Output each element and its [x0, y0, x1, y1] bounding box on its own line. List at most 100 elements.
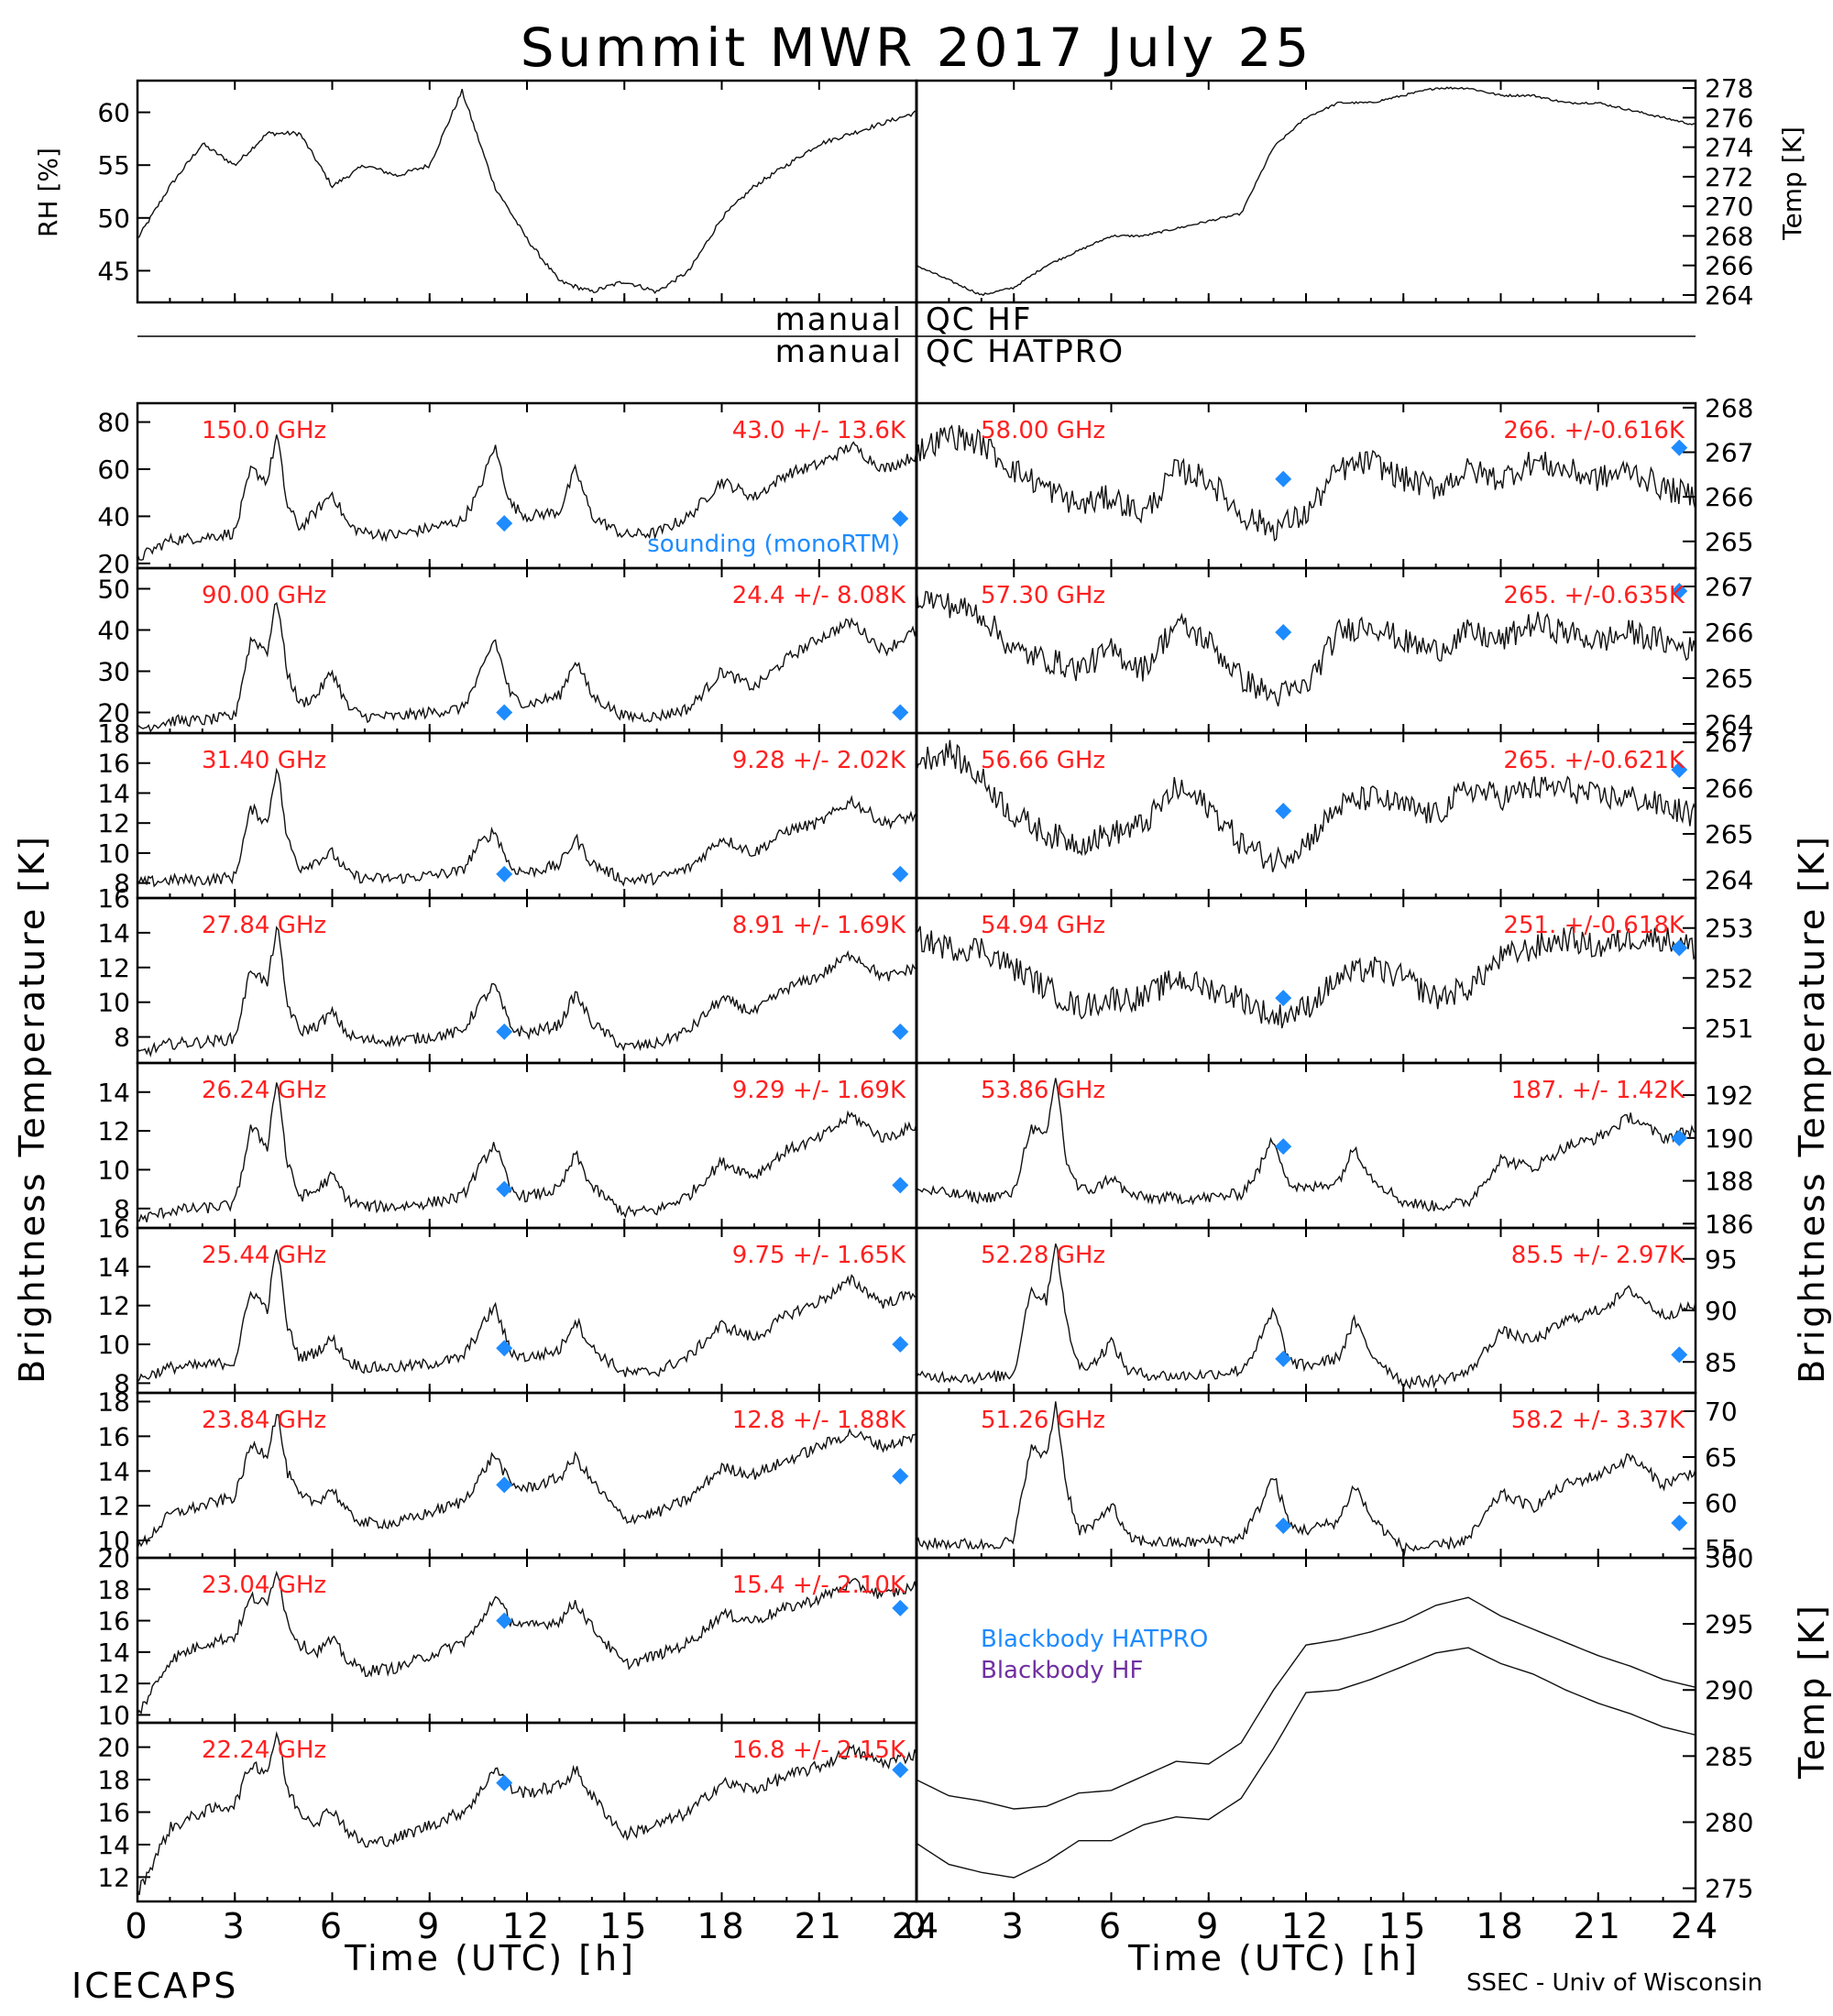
channel-label-r5: 52.28 GHz	[981, 1242, 1105, 1269]
channel-label-l5: 25.44 GHz	[202, 1242, 326, 1269]
ytick-label: 18	[97, 1765, 130, 1795]
ytick-label: 10	[97, 838, 130, 869]
ytick-label: 60	[97, 98, 130, 128]
ytick-label: 10	[97, 988, 130, 1018]
ytick-label: 272	[1705, 162, 1753, 192]
stats-label-l2: 9.28 +/- 2.02K	[732, 747, 906, 774]
temp-top-ylabel: Temp [K]	[1777, 126, 1807, 241]
series-l6	[137, 1414, 917, 1550]
legend-hatpro: Blackbody HATPRO	[981, 1626, 1208, 1653]
ytick-label: 40	[97, 501, 130, 531]
sounding-point	[1671, 583, 1688, 599]
ytick-label: 20	[97, 549, 130, 579]
sounding-point	[1275, 1138, 1292, 1156]
footer-ssec: SSEC - Univ of Wisconsin	[1466, 1969, 1762, 1997]
series-l5	[137, 1249, 917, 1383]
ytick-label: 264	[1705, 280, 1753, 311]
ytick-label: 8	[114, 1023, 130, 1053]
xtick-label-left: 15	[599, 1906, 649, 1946]
series-bb-1	[916, 1647, 1696, 1879]
series-r2	[916, 740, 1696, 872]
series-l0	[137, 434, 917, 561]
sounding-point	[1671, 1129, 1688, 1146]
channel-label-l4: 26.24 GHz	[202, 1077, 326, 1104]
ytick-label: 14	[97, 1830, 130, 1860]
stats-label-l7: 15.4 +/- 2.10K	[732, 1572, 906, 1599]
series-r1	[916, 586, 1696, 707]
ytick-label: 10	[97, 1155, 130, 1185]
ytick-label: 264	[1705, 865, 1753, 895]
ytick-label: 264	[1705, 709, 1753, 740]
ytick-label: 274	[1705, 133, 1753, 163]
ytick-label: 265	[1705, 663, 1753, 694]
xtick-label-right: 6	[1099, 1906, 1124, 1946]
ytick-label: 16	[97, 1421, 130, 1452]
panel-frame-temp	[915, 79, 1697, 304]
ytick-label: 55	[1705, 1534, 1738, 1564]
ytick-label: 12	[97, 953, 130, 983]
channel-label-l1: 90.00 GHz	[202, 582, 326, 609]
ytick-label: 50	[97, 575, 130, 605]
ytick-label: 190	[1705, 1123, 1753, 1154]
stats-label-l6: 12.8 +/- 1.88K	[732, 1407, 906, 1434]
sounding-point	[892, 1599, 909, 1616]
stats-label-l4: 9.29 +/- 1.69K	[732, 1077, 906, 1104]
legend-hf: Blackbody HF	[981, 1657, 1143, 1684]
ytick-label: 10	[97, 1700, 130, 1730]
xtick-label-right: 21	[1574, 1906, 1623, 1946]
xtick-label-left: 6	[320, 1906, 345, 1946]
ytick-label: 10	[97, 1526, 130, 1556]
ytick-label: 265	[1705, 527, 1753, 557]
ytick-label: 70	[1705, 1397, 1738, 1427]
sounding-point	[1671, 1515, 1688, 1531]
xtick-label-right: 12	[1281, 1906, 1331, 1946]
sounding-point	[496, 1023, 513, 1040]
ytick-label: 14	[97, 1252, 130, 1282]
ytick-label: 8	[114, 869, 130, 899]
series-temp	[916, 86, 1696, 297]
channel-label-l2: 31.40 GHz	[202, 747, 326, 774]
ytick-label: 14	[97, 1456, 130, 1486]
stats-label-r4: 187. +/- 1.42K	[1511, 1077, 1685, 1104]
xtick-label-left: 9	[417, 1906, 442, 1946]
ytick-label: 278	[1705, 73, 1753, 104]
qc-hf-right: QC HF	[926, 301, 1032, 338]
sounding-point	[496, 1774, 513, 1791]
ytick-label: 266	[1705, 251, 1753, 281]
sounding-point	[1275, 1517, 1292, 1534]
panel-frame-rh	[136, 79, 918, 304]
ytick-label: 85	[1705, 1347, 1738, 1377]
series-l7	[137, 1570, 917, 1715]
sounding-point	[1671, 1346, 1688, 1364]
sounding-point	[496, 1476, 513, 1494]
sounding-point	[1671, 761, 1688, 778]
sounding-point	[892, 1336, 909, 1353]
stats-label-r5: 85.5 +/- 2.97K	[1511, 1242, 1685, 1269]
sounding-point	[496, 1340, 513, 1357]
qc-hf-left: manual	[775, 301, 903, 338]
xtick-label-left: 12	[502, 1906, 552, 1946]
ytick-label: 300	[1705, 1543, 1753, 1573]
ytick-label: 16	[97, 1606, 130, 1637]
ytick-label: 50	[97, 203, 130, 234]
ytick-label: 252	[1705, 963, 1753, 993]
stats-label-r2: 265. +/-0.621K	[1503, 747, 1685, 774]
stats-label-r1: 265. +/-0.635K	[1503, 582, 1685, 609]
footer-icecaps: ICECAPS	[71, 1966, 238, 2006]
qc-hatpro-right: QC HATPRO	[926, 334, 1125, 370]
ytick-label: 12	[97, 1491, 130, 1521]
sounding-point	[496, 1180, 513, 1198]
ytick-label: 290	[1705, 1675, 1753, 1705]
ytick-label: 90	[1705, 1296, 1738, 1326]
ytick-label: 12	[97, 808, 130, 838]
ytick-label: 186	[1705, 1209, 1753, 1239]
ytick-label: 265	[1705, 819, 1753, 849]
sounding-point	[1275, 990, 1292, 1007]
ytick-label: 55	[97, 150, 130, 181]
channel-label-l8: 22.24 GHz	[202, 1737, 326, 1764]
ytick-label: 14	[97, 778, 130, 808]
stats-label-l5: 9.75 +/- 1.65K	[732, 1242, 906, 1269]
stats-label-l3: 8.91 +/- 1.69K	[732, 912, 906, 939]
ytick-label: 12	[97, 1291, 130, 1321]
ytick-label: 18	[97, 1574, 130, 1605]
